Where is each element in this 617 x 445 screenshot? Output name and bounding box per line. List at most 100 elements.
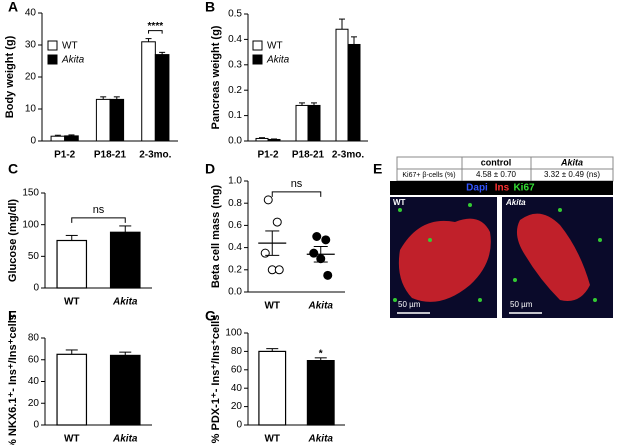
stain-label: Ki67 [513,183,535,194]
y-tick-label: 0.6 [228,220,242,231]
significance-label: **** [148,21,164,32]
data-point [274,265,284,275]
y-tick-label: 0.8 [228,198,242,209]
x-tick-label: P18-21 [94,150,127,161]
x-tick-label: 2-3mo. [139,150,171,161]
y-tick-label: 0.3 [228,59,242,70]
bar [307,104,321,142]
x-tick-label: P18-21 [292,150,325,161]
data-point [309,248,319,258]
table-header: Akita [560,157,583,167]
data-point [323,270,333,280]
y-axis-label: Beta cell mass (mg) [210,185,222,289]
legend-swatch [47,40,58,51]
y-tick-label: 100 [22,219,39,230]
x-tick-label: WT [64,434,80,445]
stain-bar [390,181,613,195]
y-tick-label: 20 [25,72,37,83]
panel-letter: A [8,0,18,15]
x-tick-label: WT [264,434,280,445]
image-label: WT [393,198,406,207]
table-cell: 4.58 ± 0.70 [476,170,517,179]
y-axis-label: % PDX-1⁺- Ins⁺/Ins⁺cells [210,315,222,444]
x-tick-label: WT [264,301,280,312]
x-tick-label: P1-2 [257,150,279,161]
table-header: control [481,157,512,167]
y-tick-label: 20 [231,401,243,412]
bar [109,354,141,426]
bar [56,239,88,289]
y-tick-label: 0 [33,283,39,294]
significance-label: ns [93,204,105,216]
data-point [263,195,273,205]
bar [95,98,111,142]
significance-label: * [319,348,323,359]
data-point [321,235,331,245]
micrograph [390,197,613,318]
bar [109,231,141,289]
y-tick-label: 100 [225,328,242,339]
bar [141,41,156,142]
x-tick-label: WT [64,297,80,308]
y-tick-label: 50 [28,251,40,262]
data-point [272,217,282,227]
y-tick-label: 60 [231,364,243,375]
panel-letter: E [373,161,382,177]
stain-label: Dapi [466,183,488,194]
bar [347,43,361,142]
significance-bracket [71,217,126,223]
y-tick-label: 30 [25,40,37,51]
y-axis-label: Pancreas weight (g) [210,25,222,129]
legend-label: Akita [61,55,85,66]
y-axis-label: % NKX6.1⁺- Ins⁺/Ins⁺cells [7,314,19,445]
significance-label: ns [291,178,303,190]
legend-swatch [47,54,58,65]
bar [50,135,66,142]
bar [255,137,269,142]
image-label: Akita [505,198,526,207]
y-tick-label: 0.2 [228,264,242,275]
x-tick-label: Akita [112,434,138,445]
y-tick-label: 40 [28,376,40,387]
legend-swatch [252,40,263,51]
y-tick-label: 0.5 [228,9,242,20]
panel-letter: G [205,308,216,324]
x-tick-label: Akita [112,297,138,308]
y-tick-label: 1.0 [228,176,242,187]
table-cell: Ki67+ β-cells (%) [402,172,455,179]
x-tick-label: P1-2 [54,150,76,161]
y-tick-label: 80 [231,346,243,357]
scale-label: 50 µm [398,300,421,309]
legend-swatch [252,54,263,65]
bar [295,104,309,142]
y-tick-label: 40 [25,8,37,19]
bar [306,360,335,426]
y-axis-label: Body weight (g) [4,35,16,118]
y-tick-label: 60 [28,354,40,365]
bar [64,135,79,142]
y-tick-label: 0.4 [228,34,242,45]
panel-letter: C [8,161,18,177]
y-tick-label: 0.1 [228,110,242,121]
y-tick-label: 0.0 [228,136,242,147]
scale-label: 50 µm [510,300,533,309]
panel-letter: B [205,0,215,15]
bar [109,98,125,142]
bar [56,353,88,426]
y-tick-label: 0 [30,136,36,147]
legend-label: WT [267,41,283,52]
stain-label: Ins [495,183,510,194]
y-tick-label: 150 [22,188,39,199]
legend-label: Akita [266,55,290,66]
data-point [312,232,322,241]
x-tick-label: Akita [308,434,334,445]
data-point [260,248,270,258]
y-tick-label: 0 [33,420,39,431]
y-tick-label: 10 [25,104,37,115]
legend-label: WT [62,41,78,52]
x-tick-label: Akita [308,301,334,312]
bar [154,54,170,142]
significance-bracket [271,191,322,197]
